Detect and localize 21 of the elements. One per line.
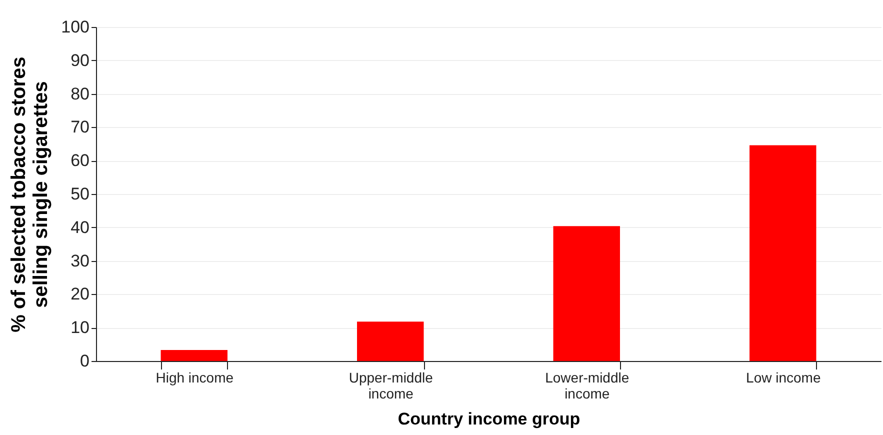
x-tick-label: Low income — [746, 370, 821, 386]
bar — [357, 322, 424, 361]
y-tick-label: 60 — [70, 151, 90, 170]
y-tick-label: 80 — [70, 84, 90, 104]
y-tick-label: 50 — [70, 184, 90, 204]
y-tick-label: 10 — [70, 318, 90, 338]
y-tick-label: 0 — [80, 352, 90, 370]
bar — [553, 226, 620, 361]
x-tick-label: Lower-middle income — [545, 370, 630, 402]
bar — [750, 145, 816, 361]
y-tick-label: 20 — [70, 284, 90, 304]
bar — [160, 350, 228, 361]
y-tick-label: 90 — [70, 50, 90, 70]
y-tick-label: 40 — [70, 218, 90, 237]
x-axis-title: Country income group — [398, 410, 580, 428]
y-tick-label: 70 — [70, 118, 90, 137]
x-tick-label: High income — [156, 370, 234, 386]
x-tick-label: Upper-middle income — [348, 370, 434, 402]
y-tick-label: 100 — [61, 18, 90, 36]
y-axis-title: % of selected tobacco stores selling single cigarettes — [8, 56, 52, 332]
y-tick-label: 30 — [70, 251, 90, 270]
